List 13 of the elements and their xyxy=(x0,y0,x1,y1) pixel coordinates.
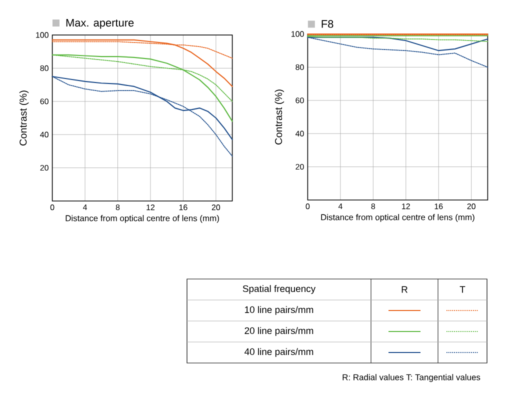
y-axis-title: Contrast (%) xyxy=(274,90,284,144)
text: R: Radial values T: Tangential values xyxy=(342,374,480,382)
text: 40 line pairs/mm xyxy=(244,348,314,357)
text: 20 line pairs/mm xyxy=(244,327,314,336)
text: 10 line pairs/mm xyxy=(245,306,314,315)
x-axis-title: Distance from optical centre of lens (mm) xyxy=(66,214,219,223)
x-axis-title: Distance from optical centre of lens (mm) xyxy=(321,214,474,222)
chart-title: Max. aperture xyxy=(66,18,134,29)
y-axis-title: Contrast (%) xyxy=(19,90,29,146)
text: R xyxy=(402,286,408,293)
legend-title: Spatial frequency xyxy=(242,285,316,294)
text: T xyxy=(460,286,466,293)
chart-title: F8 xyxy=(322,20,334,28)
